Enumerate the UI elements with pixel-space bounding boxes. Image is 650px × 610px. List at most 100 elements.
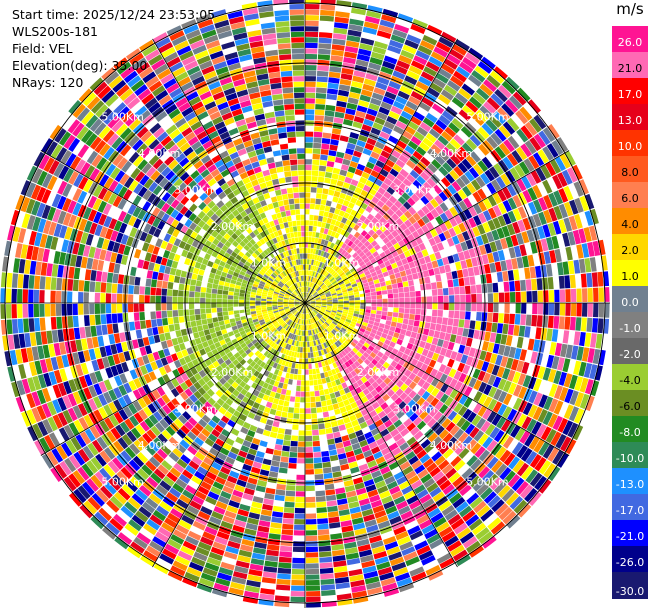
- range-gate: [408, 475, 420, 485]
- range-gate: [543, 463, 556, 478]
- range-gate: [326, 298, 333, 301]
- range-gate: [371, 196, 380, 204]
- range-gate: [400, 110, 413, 121]
- range-gate: [424, 255, 431, 264]
- range-gate: [367, 384, 375, 393]
- range-gate: [453, 166, 464, 177]
- range-gate: [489, 115, 502, 128]
- range-gate: [468, 167, 480, 179]
- range-gate: [308, 313, 311, 319]
- range-gate: [349, 161, 358, 169]
- range-gate: [490, 93, 504, 107]
- range-gate: [495, 446, 507, 460]
- range-gate: [360, 276, 367, 281]
- range-gate: [325, 172, 333, 179]
- range-gate: [323, 467, 332, 474]
- range-gate: [320, 317, 326, 323]
- range-gate: [413, 576, 429, 587]
- range-gate: [353, 354, 360, 361]
- range-gate: [404, 125, 416, 136]
- range-gate: [278, 467, 288, 474]
- range-gate: [551, 356, 560, 370]
- range-gate: [345, 270, 351, 276]
- range-gate: [408, 225, 416, 234]
- range-gate: [526, 291, 532, 303]
- range-gate: [562, 261, 570, 275]
- range-gate: [382, 393, 390, 402]
- range-gate: [310, 192, 317, 199]
- range-gate: [519, 244, 527, 257]
- range-gate: [316, 345, 321, 351]
- range-gate: [438, 500, 452, 512]
- range-gate: [337, 279, 343, 284]
- range-gate: [316, 70, 329, 77]
- range-gate: [391, 466, 402, 476]
- range-gate: [446, 158, 457, 169]
- range-gate: [435, 41, 451, 53]
- range-gate: [317, 238, 322, 244]
- range-gate: [439, 347, 447, 356]
- range-gate: [289, 396, 296, 402]
- range-gate: [543, 396, 554, 411]
- range-gate: [413, 278, 420, 286]
- range-gate: [377, 520, 391, 530]
- range-gate: [375, 480, 386, 489]
- range-gate: [320, 9, 335, 17]
- range-gate: [513, 269, 520, 281]
- range-gate: [426, 309, 432, 316]
- range-gate: [341, 356, 348, 363]
- range-gate: [475, 109, 489, 122]
- range-gate: [377, 303, 383, 307]
- range-gate: [327, 326, 333, 332]
- range-gate: [461, 467, 474, 480]
- range-gate: [487, 207, 497, 219]
- range-gate: [389, 515, 402, 525]
- range-gate: [468, 74, 482, 87]
- range-gate: [291, 579, 305, 586]
- range-gate: [323, 257, 328, 264]
- range-gate: [284, 429, 292, 435]
- range-gate: [404, 303, 410, 309]
- range-gate: [382, 164, 392, 173]
- range-gate: [410, 193, 420, 203]
- range-gate: [357, 330, 364, 336]
- range-gate: [478, 381, 487, 393]
- range-gate: [404, 297, 410, 303]
- range-gate: [340, 316, 346, 321]
- range-gate: [458, 344, 466, 354]
- range-gate: [321, 406, 328, 412]
- range-gate: [315, 306, 321, 309]
- range-gate: [458, 319, 465, 328]
- range-gate: [447, 255, 455, 264]
- range-gate: [526, 418, 537, 433]
- range-gate: [438, 36, 454, 48]
- range-gate: [280, 456, 289, 463]
- range-gate: [414, 284, 421, 291]
- range-gate: [318, 43, 332, 50]
- range-gate: [322, 323, 327, 329]
- range-gate: [319, 244, 324, 251]
- range-gate: [332, 237, 338, 244]
- range-gate: [439, 212, 449, 223]
- range-gate: [435, 205, 444, 215]
- range-gate: [519, 106, 533, 121]
- range-gate: [338, 174, 346, 182]
- range-gate: [179, 322, 186, 330]
- range-gate: [326, 282, 332, 287]
- range-gate: [404, 219, 412, 228]
- range-gate: [478, 466, 491, 479]
- range-gate: [409, 169, 420, 179]
- range-gate: [399, 214, 408, 223]
- range-gate: [540, 164, 552, 179]
- range-gate: [283, 440, 291, 446]
- range-gate: [529, 118, 542, 133]
- range-gate: [315, 339, 319, 346]
- range-gate: [472, 92, 486, 105]
- range-gate: [318, 262, 323, 268]
- range-gate: [450, 154, 461, 166]
- range-gate: [391, 447, 402, 456]
- range-gate: [327, 304, 333, 306]
- range-gate: [363, 342, 370, 349]
- range-gate: [486, 153, 497, 166]
- range-gate: [562, 420, 574, 436]
